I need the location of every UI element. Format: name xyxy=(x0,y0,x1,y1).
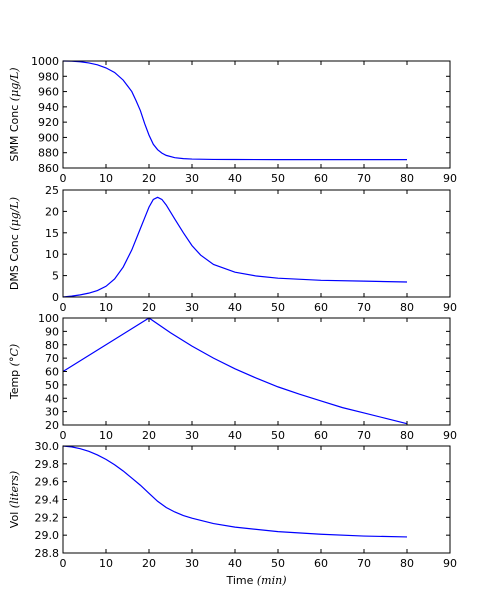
y-tick-label: 25 xyxy=(45,184,59,197)
y-tick-label: 29.2 xyxy=(35,511,60,524)
plot-frame xyxy=(62,189,451,298)
panel-temp: Temp (°C) 0 10 20 30 40 50 60 70 80 9020304050607… xyxy=(8,312,457,442)
x-tick-label: 10 xyxy=(99,557,113,570)
y-tick-label: 980 xyxy=(38,70,59,83)
y-tick-label: 70 xyxy=(45,352,59,365)
panel-vol: Vol (liters) Time (min) 0 10 20 30 40 50 60 70 8… xyxy=(8,440,457,587)
y-tick-label: 0 xyxy=(52,291,59,304)
y-tick-label: 50 xyxy=(45,379,59,392)
x-tick-label: 60 xyxy=(314,429,328,442)
y-tick-label: 5 xyxy=(52,270,59,283)
x-tick-label: 70 xyxy=(357,301,371,314)
y-tick-label: 900 xyxy=(38,131,59,144)
x-tick-label: 10 xyxy=(99,172,113,185)
y-axis-label: SMM Conc (μg/L) xyxy=(8,67,21,161)
x-tick-label: 30 xyxy=(185,301,199,314)
y-tick-label: 960 xyxy=(38,86,59,99)
x-tick-label: 50 xyxy=(271,429,285,442)
panel-smm-conc: SMM Conc (μg/L) 0 10 20 30 40 50 60 70 80 90 860 88… xyxy=(8,55,457,185)
x-tick-label: 50 xyxy=(271,301,285,314)
y-tick-label: 880 xyxy=(38,147,59,160)
series-line xyxy=(62,60,407,161)
y-tick-label: 29.8 xyxy=(35,458,60,471)
x-tick-label: 60 xyxy=(314,557,328,570)
panel-dms-conc: DMS Conc (μg/L) 0 10 20 30 40 50 60 70 80 90 0 5 10 1… xyxy=(8,184,457,314)
series-line xyxy=(62,445,408,538)
x-tick-label: 10 xyxy=(99,301,113,314)
x-tick-label: 20 xyxy=(142,172,156,185)
y-tick-label: 20 xyxy=(45,205,59,218)
y-tick-label: 10 xyxy=(45,248,59,261)
x-tick-label: 80 xyxy=(400,301,414,314)
y-tick-label: 920 xyxy=(38,116,59,129)
x-tick-label: 40 xyxy=(228,172,242,185)
y-tick-label: 30.0 xyxy=(35,440,60,453)
x-tick-label: 0 xyxy=(60,429,67,442)
y-tick-label: 28.8 xyxy=(35,547,60,560)
y-axis-label: DMS Conc (μg/L) xyxy=(8,197,21,290)
y-tick-label: 15 xyxy=(45,227,59,240)
y-tick-label: 80 xyxy=(45,339,59,352)
x-tick-label: 30 xyxy=(185,172,199,185)
y-tick-label: 860 xyxy=(38,162,59,175)
x-tick-label: 50 xyxy=(271,557,285,570)
y-axis-label: Vol (liters) xyxy=(8,471,21,528)
x-tick-label: 30 xyxy=(185,557,199,570)
x-tick-label: 40 xyxy=(228,429,242,442)
y-tick-label: 1000 xyxy=(31,55,59,68)
x-tick-label: 40 xyxy=(228,557,242,570)
x-tick-label: 20 xyxy=(142,429,156,442)
x-tick-label: 60 xyxy=(314,172,328,185)
plot-frame xyxy=(62,317,451,426)
x-axis-label: Time (min) xyxy=(225,574,286,587)
x-tick-label: 70 xyxy=(357,172,371,185)
plot-frame xyxy=(62,60,451,169)
x-tick-label: 40 xyxy=(228,301,242,314)
x-tick-label: 90 xyxy=(443,301,457,314)
y-tick-label: 40 xyxy=(45,392,59,405)
x-tick-label: 0 xyxy=(60,557,67,570)
series-line xyxy=(62,317,408,425)
x-tick-label: 20 xyxy=(142,557,156,570)
x-tick-label: 70 xyxy=(357,429,371,442)
y-tick-label: 90 xyxy=(45,325,59,338)
x-tick-label: 60 xyxy=(314,301,328,314)
x-tick-label: 90 xyxy=(443,557,457,570)
y-tick-label: 20 xyxy=(45,419,59,432)
x-tick-label: 90 xyxy=(443,429,457,442)
x-tick-label: 80 xyxy=(400,172,414,185)
y-tick-label: 29.6 xyxy=(35,476,60,489)
x-tick-label: 90 xyxy=(443,172,457,185)
y-tick-label: 30 xyxy=(45,406,59,419)
x-tick-label: 70 xyxy=(357,557,371,570)
y-tick-label: 29.4 xyxy=(35,494,60,507)
x-tick-label: 10 xyxy=(99,429,113,442)
x-tick-label: 80 xyxy=(400,429,414,442)
y-axis-label: Temp (°C) xyxy=(8,344,21,400)
y-tick-label: 29.0 xyxy=(35,529,60,542)
x-tick-label: 20 xyxy=(142,301,156,314)
x-tick-label: 0 xyxy=(60,172,67,185)
x-tick-label: 30 xyxy=(185,429,199,442)
x-tick-label: 50 xyxy=(271,172,285,185)
series-line xyxy=(62,196,408,298)
y-tick-label: 60 xyxy=(45,366,59,379)
x-tick-label: 80 xyxy=(400,557,414,570)
y-tick-label: 100 xyxy=(38,312,59,325)
x-tick-label: 0 xyxy=(60,301,67,314)
y-tick-label: 940 xyxy=(38,101,59,114)
